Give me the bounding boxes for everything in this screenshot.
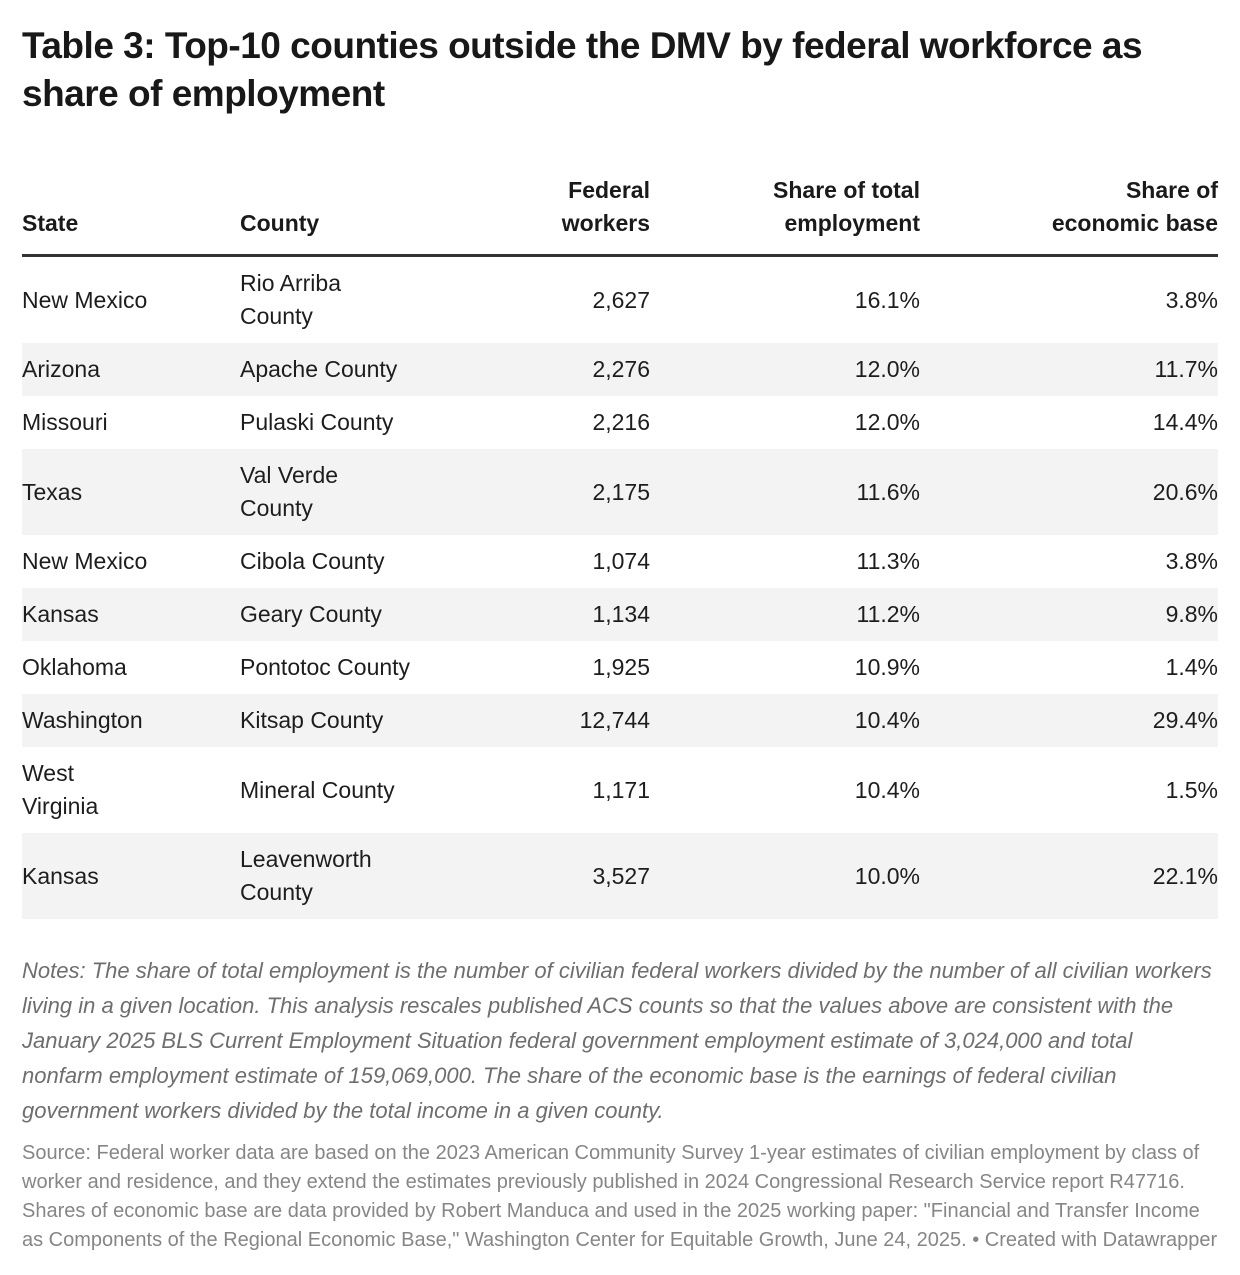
cell-county: Val Verde County — [240, 462, 339, 521]
cell-county: Mineral County — [240, 776, 395, 803]
cell-share-economic-base: 29.4% — [1152, 707, 1218, 733]
cell-share-economic-base: 11.7% — [1154, 356, 1218, 382]
cell-state: West Virginia — [22, 760, 99, 819]
cell-county: Geary County — [240, 601, 382, 627]
table-row: New Mexico Rio Arriba County 2,627 16.1% 3.8… — [22, 256, 1218, 344]
table-row: Missouri Pulaski County 2,216 12.0% 14.4% — [22, 396, 1218, 449]
cell-federal-workers: 2,627 — [592, 286, 650, 313]
column-header-federal-workers: Federal workers — [480, 144, 650, 257]
table-row: Kansas Leavenworth County 3,527 10.0% 22.1% — [22, 833, 1218, 919]
source-text: Source: Federal worker data are based on… — [22, 1142, 1218, 1251]
table-row: West Virginia Mineral County 1,171 10.4% 1.5… — [22, 747, 1218, 833]
cell-state: Kansas — [22, 601, 99, 627]
cell-county: Kitsap County — [240, 707, 384, 733]
cell-share-economic-base: 20.6% — [1152, 478, 1218, 505]
column-header-state: State — [22, 144, 240, 257]
cell-share-economic-base: 1.4% — [1165, 654, 1218, 680]
cell-federal-workers: 2,216 — [592, 409, 650, 435]
table-row: Arizona Apache County 2,276 12.0% 11.7% — [22, 343, 1218, 396]
cell-share-total-employment: 16.1% — [854, 286, 920, 313]
cell-share-economic-base: 1.5% — [1165, 776, 1218, 803]
cell-share-economic-base: 3.8% — [1165, 548, 1218, 574]
cell-state: Texas — [22, 478, 83, 505]
table-body: New Mexico Rio Arriba County 2,627 16.1% 3.8… — [22, 256, 1218, 919]
cell-county: Cibola County — [240, 548, 385, 574]
cell-share-total-employment: 10.9% — [854, 654, 920, 680]
table-row: Texas Val Verde County 2,175 11.6% 20.6% — [22, 449, 1218, 535]
cell-federal-workers: 1,925 — [592, 654, 650, 680]
cell-share-total-employment: 10.4% — [854, 707, 920, 733]
cell-state: Washington — [22, 707, 143, 733]
page-title: Table 3: Top-10 counties outside the DMV… — [22, 25, 1143, 114]
table-row: Oklahoma Pontotoc County 1,925 10.9% 1.4% — [22, 641, 1218, 694]
cell-county: Pulaski County — [240, 409, 394, 435]
cell-share-total-employment: 10.4% — [854, 776, 920, 803]
cell-federal-workers: 2,175 — [592, 478, 650, 505]
cell-share-total-employment: 11.6% — [856, 478, 920, 505]
cell-county: Pontotoc County — [240, 654, 411, 680]
cell-share-economic-base: 3.8% — [1165, 286, 1218, 313]
cell-share-economic-base: 9.8% — [1165, 601, 1218, 627]
cell-share-total-employment: 11.3% — [856, 548, 920, 574]
cell-federal-workers: 12,744 — [579, 707, 650, 733]
cell-state: Arizona — [22, 356, 100, 382]
cell-share-total-employment: 11.2% — [856, 601, 920, 627]
cell-share-economic-base: 14.4% — [1152, 409, 1218, 435]
cell-state: Missouri — [22, 409, 108, 435]
cell-county: Leavenworth County — [240, 846, 372, 905]
cell-county: Apache County — [240, 356, 398, 382]
table-header: State County Federal workers Share of to… — [22, 144, 1218, 257]
cell-federal-workers: 2,276 — [592, 356, 650, 382]
table-header-row: State County Federal workers Share of to… — [22, 144, 1218, 257]
table-row: Kansas Geary County 1,134 11.2% 9.8% — [22, 588, 1218, 641]
column-header-share-total-employment: Share of total employment — [650, 144, 920, 257]
notes-text: Notes: The share of total employment is … — [22, 958, 1212, 1123]
column-header-county: County — [240, 144, 480, 257]
table-row: New Mexico Cibola County 1,074 11.3% 3.8% — [22, 535, 1218, 588]
cell-federal-workers: 3,527 — [592, 862, 650, 889]
column-header-share-economic-base: Share of economic base — [920, 144, 1218, 257]
cell-state: New Mexico — [22, 548, 148, 574]
cell-federal-workers: 1,171 — [592, 776, 650, 803]
cell-share-economic-base: 22.1% — [1152, 862, 1218, 889]
data-table: State County Federal workers Share of to… — [22, 144, 1218, 919]
cell-share-total-employment: 12.0% — [854, 409, 920, 435]
cell-share-total-employment: 10.0% — [854, 862, 920, 889]
cell-state: New Mexico — [22, 286, 148, 313]
cell-state: Oklahoma — [22, 654, 127, 680]
cell-state: Kansas — [22, 862, 99, 889]
cell-share-total-employment: 12.0% — [854, 356, 920, 382]
cell-federal-workers: 1,134 — [592, 601, 650, 627]
cell-county: Rio Arriba County — [240, 270, 341, 329]
table-row: Washington Kitsap County 12,744 10.4% 29.4% — [22, 694, 1218, 747]
cell-federal-workers: 1,074 — [592, 548, 650, 574]
